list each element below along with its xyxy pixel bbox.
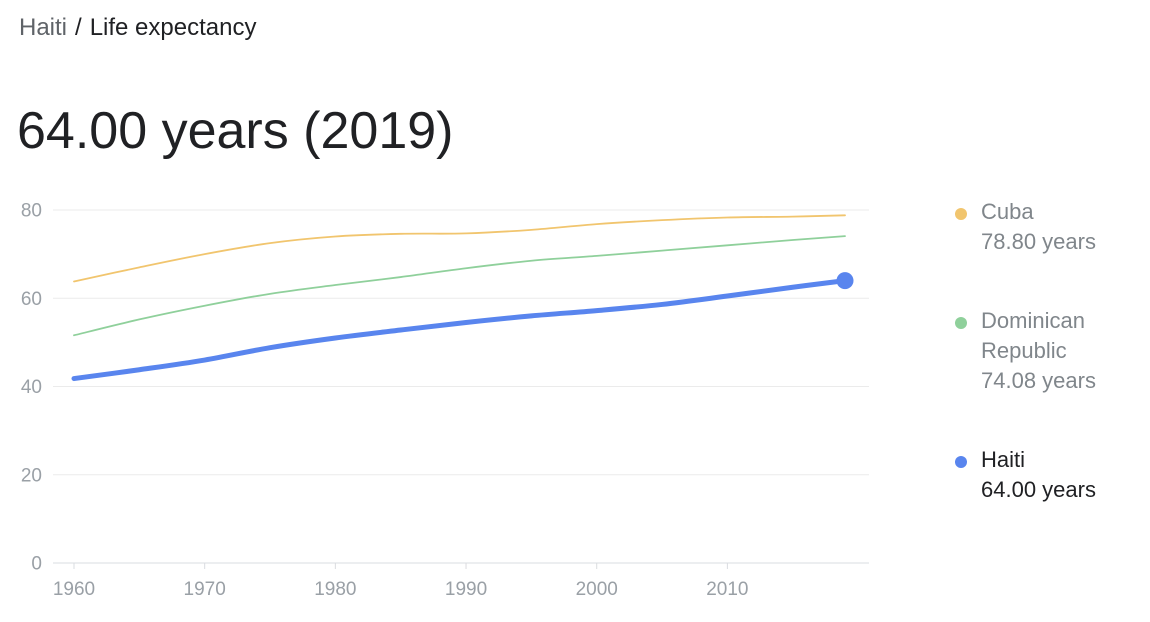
legend-item-dominican-republic[interactable]: Dominican Republic 74.08 years	[952, 306, 1142, 396]
series-line-dominican-republic	[73, 235, 846, 337]
y-tick-label-20: 20	[21, 465, 42, 486]
x-tick-label-1980: 1980	[314, 579, 356, 600]
grid-layer	[53, 209, 869, 564]
headline-value: 64.00 years (2019)	[17, 102, 454, 160]
legend-dot-icon	[955, 456, 967, 468]
x-tick-label-1960: 1960	[53, 579, 95, 600]
legend-name: Cuba	[981, 199, 1034, 224]
breadcrumb-current: Life expectancy	[89, 14, 257, 41]
legend-name: Haiti	[981, 447, 1026, 472]
y-tick-label-60: 60	[21, 289, 42, 310]
legend-item-haiti[interactable]: Haiti 64.00 years	[952, 445, 1142, 505]
legend-item-cuba[interactable]: Cuba 78.80 years	[952, 197, 1142, 257]
legend-text: Haiti 64.00 years	[981, 445, 1142, 505]
x-tick-label-2010: 2010	[706, 579, 748, 600]
legend-value: 64.00 years	[981, 477, 1096, 502]
legend-text: Cuba 78.80 years	[981, 197, 1142, 257]
x-tick-label-2000: 2000	[576, 579, 618, 600]
legend-text: Dominican Republic 74.08 years	[981, 306, 1131, 396]
x-tick-label-1990: 1990	[445, 579, 487, 600]
tick-layer: 0 20 40 60 80 1960 1970 1980 1990 2000 2010	[21, 201, 749, 601]
legend-dot-icon	[955, 317, 967, 329]
breadcrumb: Haiti / Life expectancy	[19, 13, 256, 43]
series-line-haiti	[71, 278, 848, 382]
breadcrumb-separator: /	[75, 14, 82, 41]
y-tick-label-80: 80	[21, 201, 42, 222]
legend-value: 78.80 years	[981, 229, 1096, 254]
series-line-cuba	[73, 214, 846, 283]
series-endpoint-haiti[interactable]	[836, 272, 854, 290]
legend-name: Dominican Republic	[981, 308, 1085, 363]
y-tick-label-0: 0	[31, 554, 42, 575]
breadcrumb-parent-link[interactable]: Haiti	[19, 14, 68, 41]
y-tick-label-40: 40	[21, 377, 42, 398]
legend-dot-icon	[955, 208, 967, 220]
life-expectancy-chart: 0 20 40 60 80 1960 1970 1980 1990 2000 2010	[21, 201, 869, 601]
legend-value: 74.08 years	[981, 368, 1096, 393]
series-layer	[71, 214, 854, 382]
x-tick-label-1970: 1970	[184, 579, 226, 600]
